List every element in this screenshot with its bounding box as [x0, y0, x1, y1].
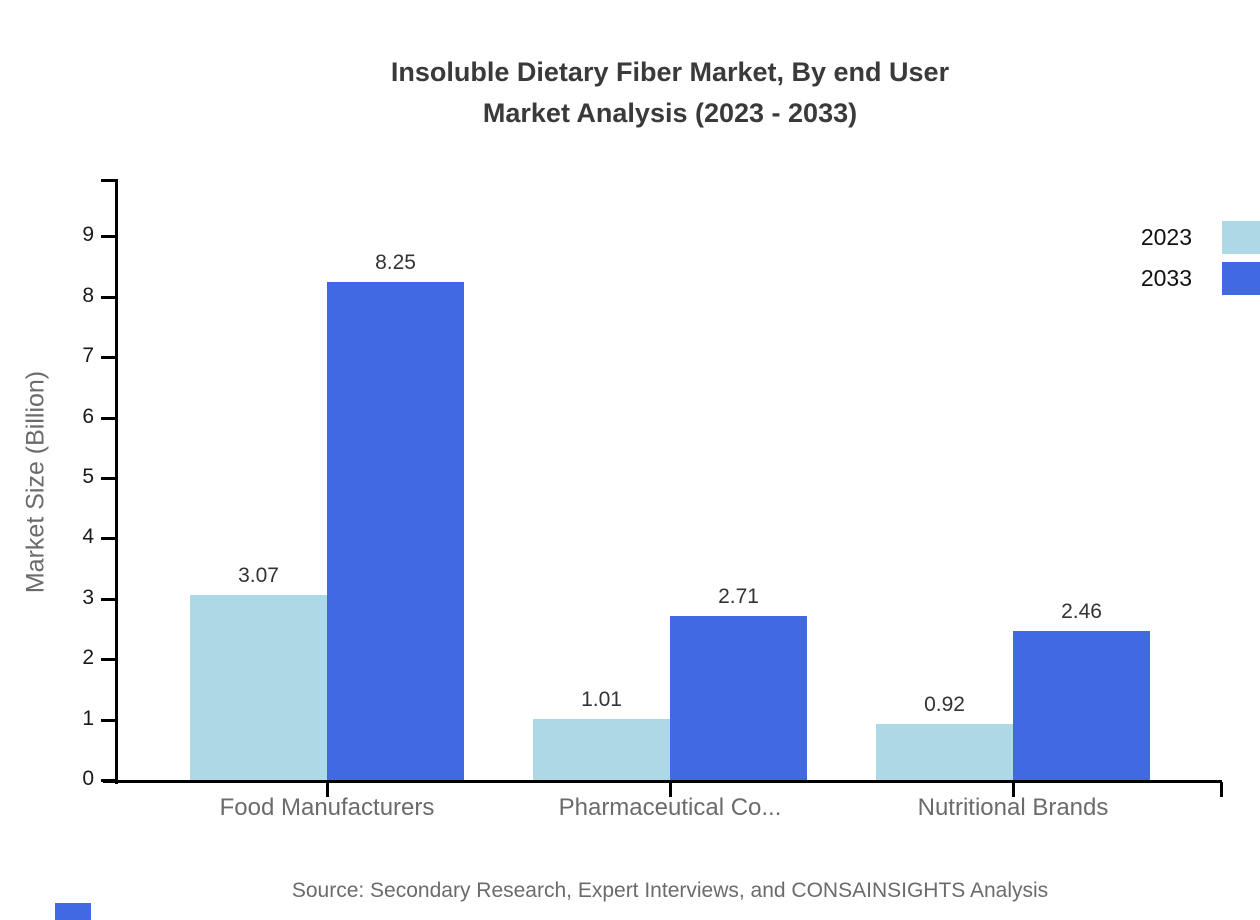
corner-logo-mark: [55, 903, 91, 920]
y-tick-label: 9: [82, 223, 94, 247]
y-tick-label: 2: [82, 646, 94, 670]
legend-item-2023[interactable]: 2023: [1141, 220, 1260, 254]
bar-value-label: 8.25: [375, 251, 416, 274]
y-tick-label: 8: [82, 283, 94, 307]
y-tick-mark: [101, 235, 116, 239]
bar-2023-2: [533, 719, 670, 780]
y-tick-label: 7: [82, 344, 94, 368]
x-category-label: Nutritional Brands: [917, 794, 1109, 821]
bar-2023-3: [876, 724, 1013, 780]
y-tick-label: 3: [82, 585, 94, 609]
x-category-label: Pharmaceutical Co...: [558, 794, 782, 821]
y-tick-mark: [101, 356, 116, 360]
y-tick-mark: [101, 779, 116, 782]
y-tick-label: 1: [82, 706, 94, 730]
source-attribution: Source: Secondary Research, Expert Inter…: [291, 879, 1049, 902]
y-axis-title: Market Size (Billion): [21, 370, 50, 594]
legend-label-2023: 2023: [1140, 223, 1192, 250]
legend-swatch-2023: [1222, 220, 1260, 254]
x-tick-mark: [669, 782, 672, 797]
chart-title-line2: Market Analysis (2023 - 2033): [482, 98, 858, 128]
y-axis-end-cap: [101, 179, 116, 182]
bar-2033-1: [327, 282, 464, 780]
y-tick-label: 5: [82, 465, 94, 488]
legend-label-2033: 2033: [1140, 264, 1192, 291]
y-tick-label: 6: [82, 404, 94, 428]
bar-value-label: 2.71: [718, 585, 759, 608]
legend-swatch-2033: [1222, 261, 1260, 295]
chart-title: Insoluble Dietary Fiber Market, By end U…: [80, 52, 1260, 134]
bar-2023-1: [190, 595, 327, 780]
x-category-label: Food Manufacturers: [219, 794, 435, 821]
bar-value-label: 3.07: [238, 564, 279, 587]
y-tick-mark: [101, 537, 116, 541]
bar-value-label: 1.01: [581, 688, 622, 711]
x-axis-end-cap: [1220, 782, 1223, 797]
y-axis-line: [115, 179, 118, 784]
chart-title-line1: Insoluble Dietary Fiber Market, By end U…: [390, 57, 950, 87]
y-tick-label: 0: [82, 767, 94, 790]
y-tick-mark: [101, 718, 116, 722]
y-tick-mark: [101, 597, 116, 601]
y-tick-label: 4: [82, 525, 94, 549]
legend-item-2033[interactable]: 2033: [1141, 261, 1260, 295]
y-tick-mark: [101, 416, 116, 420]
y-tick-mark: [101, 658, 116, 662]
bar-value-label: 0.92: [924, 693, 965, 716]
y-tick-mark: [101, 295, 116, 299]
x-tick-mark: [1012, 782, 1015, 797]
x-tick-mark: [326, 782, 329, 797]
bar-2033-3: [1013, 631, 1150, 780]
legend: 2023 2033: [1141, 220, 1260, 302]
y-tick-mark: [101, 477, 116, 480]
x-axis-line: [103, 780, 1222, 783]
bar-value-label: 2.46: [1061, 600, 1102, 623]
bar-2033-2: [670, 616, 807, 780]
